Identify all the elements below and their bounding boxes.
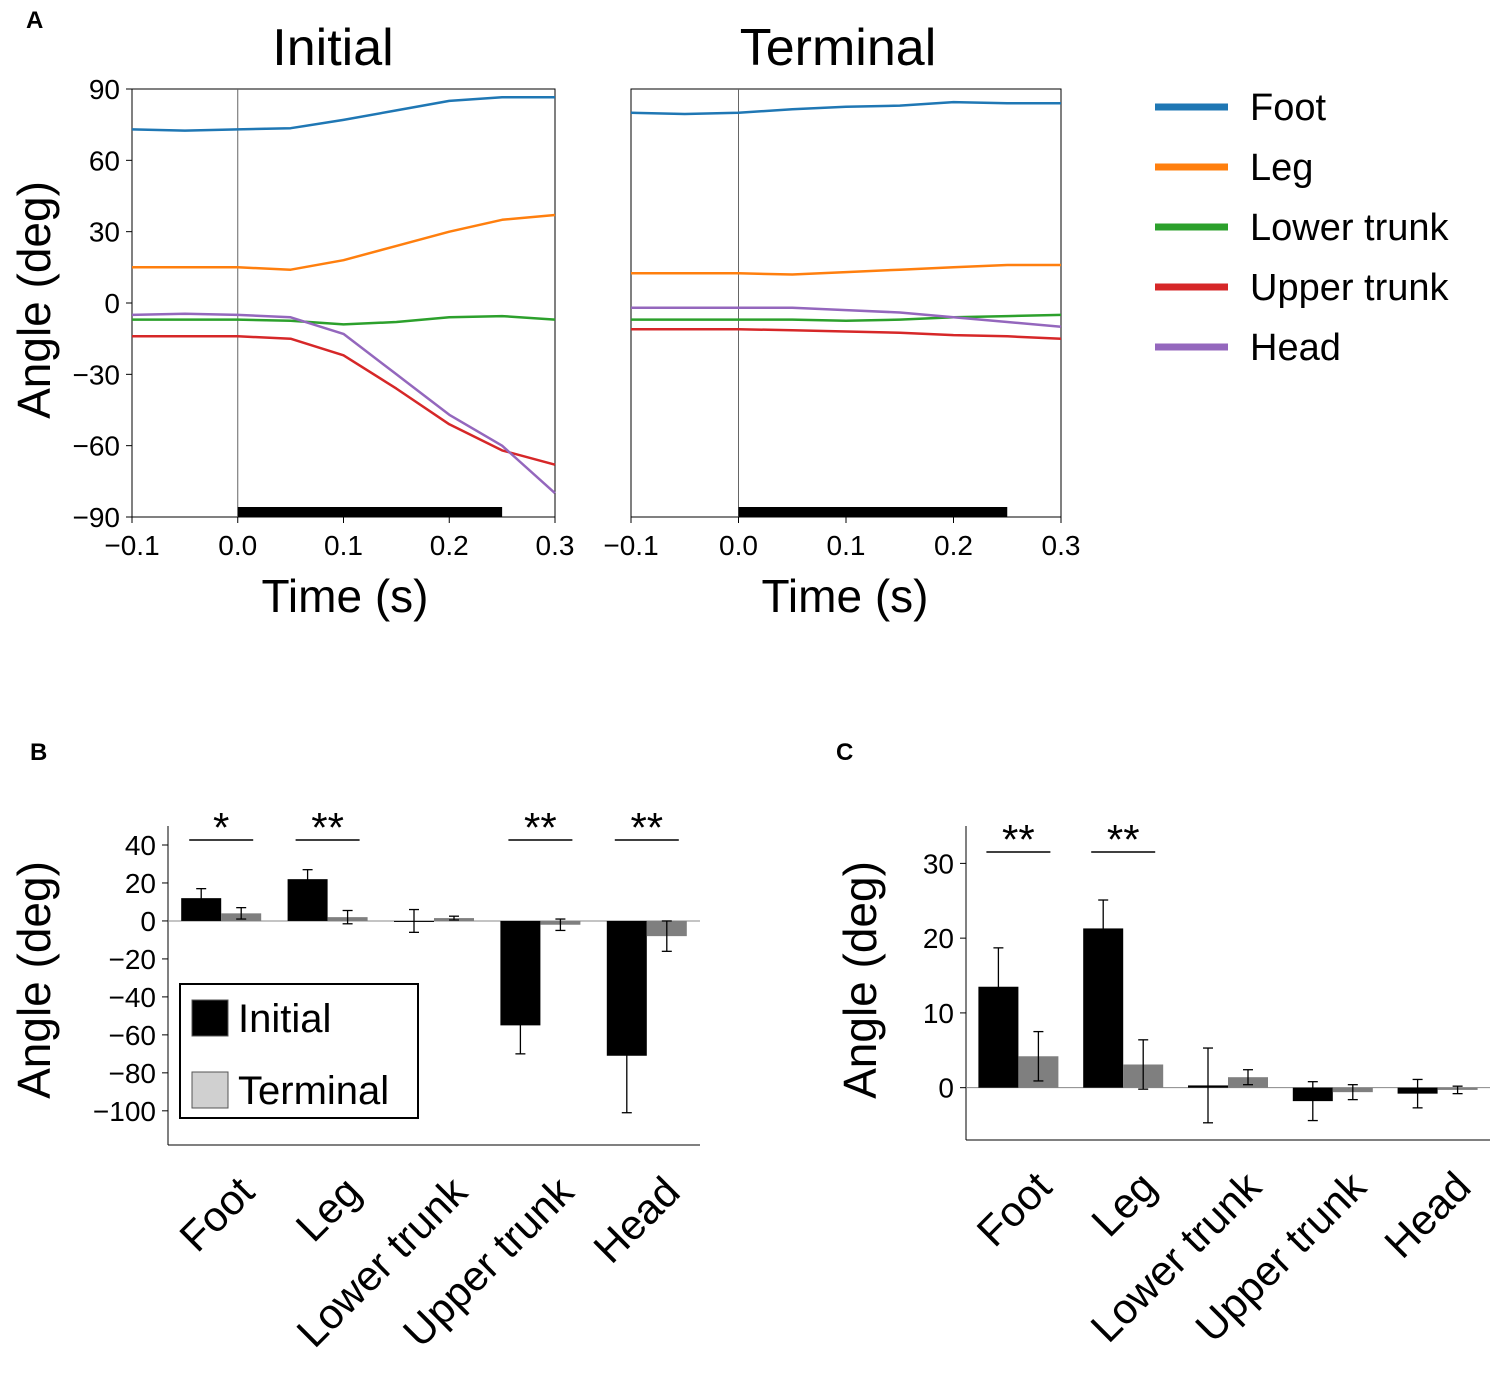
- b-category-label-head: Head: [584, 1168, 688, 1272]
- b-ytick-label: −40: [109, 982, 157, 1013]
- a1-ytick-label: −30: [73, 359, 121, 390]
- c-category-label-foot: Foot: [968, 1162, 1061, 1255]
- legend-label-lower-trunk: Lower trunk: [1250, 207, 1450, 249]
- a2-series-head: [631, 306, 1062, 329]
- a1-stimulus-bar: [237, 507, 503, 517]
- c-ytick-label: 10: [923, 998, 954, 1029]
- a1-ytick-label: −60: [73, 431, 121, 462]
- c-ytick-label: 20: [923, 923, 954, 954]
- b-ytick-label: −20: [109, 944, 157, 975]
- c-ytick-label: 30: [923, 848, 954, 879]
- panel-b-bar-chart: Angle (deg) 40 20 0 −20 −40 −60 −80 −100 * Foot **…: [8, 804, 700, 1356]
- panel-a-initial-xlabel: Time (s): [262, 570, 429, 622]
- b-significance-upper-trunk: **: [524, 804, 557, 851]
- a1-frame: [131, 88, 556, 518]
- a2-xtick-label: 0.0: [719, 530, 758, 561]
- b-ytick-label: 0: [140, 906, 156, 937]
- a1-xtick-label: −0.1: [104, 530, 159, 561]
- a1-ytick-label: 90: [89, 74, 120, 105]
- panel-a-legend: Foot Leg Lower trunk Upper trunk Head: [1155, 87, 1450, 369]
- a2-xtick-label: −0.1: [603, 530, 658, 561]
- legend-label-foot: Foot: [1250, 87, 1326, 129]
- panel-c-ylabel: Angle (deg): [834, 861, 886, 1099]
- a2-xtick-label: 0.1: [827, 530, 866, 561]
- a1-series-foot: [131, 96, 555, 132]
- panel-label-a: A: [26, 7, 43, 34]
- b-ytick-label: 20: [125, 868, 156, 899]
- a1-xtick-label: 0.0: [218, 530, 257, 561]
- b-legend-label-terminal: Terminal: [238, 1069, 389, 1113]
- c-ytick-label: 0: [938, 1073, 954, 1104]
- panel-a-terminal-xlabel: Time (s): [762, 570, 929, 622]
- panel-a-initial-title: Initial: [272, 19, 393, 77]
- a2-stimulus-bar: [738, 507, 1008, 517]
- a2-series-lower-trunk: [631, 313, 1062, 323]
- b-category-label-foot: Foot: [170, 1167, 263, 1260]
- b-legend-swatch-terminal: [191, 1071, 229, 1109]
- c-significance-foot: **: [1002, 816, 1035, 863]
- b-ytick-label: −100: [93, 1096, 156, 1127]
- a2-series-leg: [631, 263, 1061, 276]
- b-legend-swatch-initial: [191, 999, 229, 1037]
- a1-xtick-label: 0.3: [536, 530, 575, 561]
- legend-label-head: Head: [1250, 327, 1341, 369]
- a1-xtick-label: 0.2: [430, 530, 469, 561]
- a1-ytick-label: 0: [104, 288, 120, 319]
- b-ytick-label: −80: [109, 1058, 157, 1089]
- panel-label-c: C: [836, 739, 853, 766]
- a1-ytick-label: 30: [89, 217, 120, 248]
- b-significance-foot: *: [213, 804, 229, 851]
- panel-a-terminal-title: Terminal: [740, 19, 937, 77]
- a2-series-foot: [630, 100, 1061, 116]
- b-legend-label-initial: Initial: [238, 997, 331, 1041]
- b-significance-leg: **: [311, 804, 344, 851]
- a1-series-upper-trunk: [132, 335, 556, 466]
- a2-frame: [630, 88, 1062, 518]
- b-ytick-label: 40: [125, 830, 156, 861]
- c-category-label-head: Head: [1375, 1163, 1479, 1267]
- a2-xtick-label: 0.2: [934, 530, 973, 561]
- a1-ytick-label: −90: [73, 502, 121, 533]
- legend-label-upper-trunk: Upper trunk: [1250, 267, 1450, 309]
- a1-series-head: [131, 312, 556, 495]
- a1-ytick-label: 60: [89, 145, 120, 176]
- a1-xtick-label: 0.1: [324, 530, 363, 561]
- panel-label-b: B: [30, 739, 47, 766]
- b-significance-head: **: [630, 804, 663, 851]
- panel-a-initial-plot: Initial Angle (deg) Time (s) −0.1 0.0 0.1 0…: [8, 19, 574, 622]
- a2-series-upper-trunk: [631, 327, 1062, 340]
- b-ytick-label: −60: [109, 1020, 157, 1051]
- panel-a-terminal-plot: Terminal Time (s) −0.1 0.0 0.1 0.2 0.3: [603, 19, 1080, 622]
- c-significance-leg: **: [1107, 816, 1140, 863]
- b-bar-initial-foot: [181, 898, 222, 921]
- c-category-label-leg: Leg: [1082, 1163, 1165, 1246]
- a2-xtick-label: 0.3: [1042, 530, 1081, 561]
- b-category-label-leg: Leg: [287, 1168, 370, 1251]
- legend-label-leg: Leg: [1250, 147, 1313, 189]
- a1-series-leg: [132, 213, 556, 271]
- panel-a-ylabel: Angle (deg): [8, 181, 60, 419]
- panel-b-ylabel: Angle (deg): [8, 861, 60, 1099]
- a1-series-lower-trunk: [132, 314, 556, 326]
